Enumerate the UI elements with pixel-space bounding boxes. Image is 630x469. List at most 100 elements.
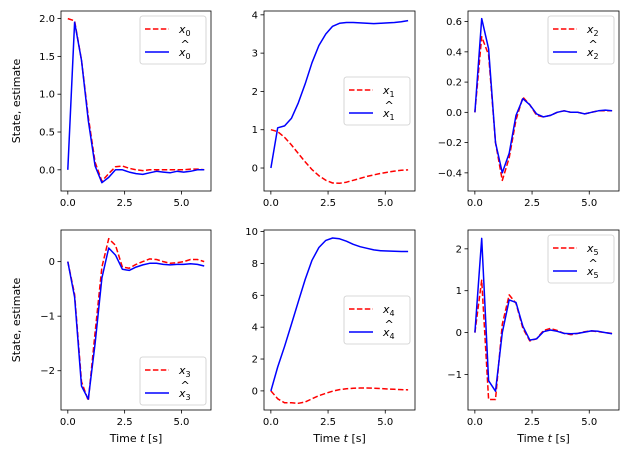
- subplot-1: 0.0 2.5 5.0 0 1 2 3 4 x1 x1^: [252, 10, 416, 209]
- y-tick-label: 0: [252, 164, 258, 175]
- legend-label: x2: [586, 23, 599, 38]
- series-line-0: [270, 128, 409, 185]
- y-tick-label: 1.0: [39, 90, 55, 101]
- legend-label: x5: [586, 265, 599, 280]
- y-tick-label: 0: [252, 386, 258, 397]
- series-line-1: [474, 237, 613, 392]
- legend-box: [343, 76, 411, 126]
- series-line-1: [67, 247, 205, 400]
- subplot-0: 0.0 2.5 5.0 0.0 0.5 1.0 1.5 2.0 State, estimate x…: [10, 10, 212, 209]
- x-tick-label: 2.5: [320, 417, 336, 428]
- y-tick-label: 0: [49, 257, 55, 268]
- x-axis-label: Time t [s]: [516, 432, 570, 445]
- legend-hat: ^: [589, 38, 598, 51]
- y-tick-label: 0: [456, 328, 462, 339]
- y-tick-label: 4: [252, 323, 258, 334]
- x-tick-label: 2.5: [117, 417, 133, 428]
- legend-label: x5: [586, 242, 599, 257]
- legend-label: x3: [178, 387, 191, 402]
- x-tick-label: 0.0: [263, 198, 279, 209]
- axes-frame: [60, 229, 212, 411]
- y-tick-label: 6: [252, 291, 258, 302]
- y-tick-label: 1: [456, 286, 462, 297]
- y-tick-label: 2: [456, 244, 462, 255]
- x-axis-label: Time t [s]: [109, 432, 163, 445]
- x-tick-label: 0.0: [263, 417, 279, 428]
- x-tick-label: 2.5: [524, 417, 540, 428]
- legend-label: x1: [382, 107, 395, 122]
- legend: x3 x3^: [139, 356, 207, 406]
- legend-hat: ^: [385, 99, 394, 112]
- y-tick-label: −0.2: [438, 138, 462, 149]
- x-tick-label: 0.0: [467, 198, 483, 209]
- y-tick-label: −1: [447, 370, 462, 381]
- legend: x5 x5^: [547, 234, 615, 284]
- x-tick-label: 2.5: [524, 198, 540, 209]
- legend-box: [139, 15, 207, 65]
- x-tick-label: 5.0: [377, 198, 393, 209]
- x-tick-label: 0.0: [467, 417, 483, 428]
- y-tick-label: 4: [252, 10, 258, 21]
- series-line-0: [67, 237, 205, 402]
- legend-label: x0: [178, 23, 191, 38]
- y-tick-label: 0.6: [446, 17, 462, 28]
- legend: x1 x1^: [343, 76, 411, 126]
- y-tick-label: 8: [252, 259, 258, 270]
- legend: x0 x0^: [139, 15, 207, 65]
- y-axis-label: State, estimate: [10, 59, 23, 144]
- x-tick-label: 5.0: [174, 198, 190, 209]
- legend: x2 x2^: [547, 15, 615, 65]
- x-tick-label: 5.0: [581, 417, 597, 428]
- legend-box: [139, 356, 207, 406]
- y-tick-label: 3: [252, 49, 258, 60]
- x-tick-label: 0.0: [60, 198, 76, 209]
- y-tick-label: 0.2: [446, 78, 462, 89]
- x-tick-label: 2.5: [117, 198, 133, 209]
- series-line-1: [67, 21, 205, 184]
- y-tick-label: 0.0: [446, 108, 462, 119]
- series-line-0: [270, 387, 409, 405]
- x-tick-label: 2.5: [320, 198, 336, 209]
- x-axis-label: Time t [s]: [312, 432, 366, 445]
- axes-frame: [467, 229, 620, 411]
- y-tick-label: 2: [252, 87, 258, 98]
- axes-frame: [467, 10, 620, 192]
- y-tick-label: 0.0: [39, 165, 55, 176]
- series-line-1: [474, 17, 613, 174]
- x-tick-label: 5.0: [174, 417, 190, 428]
- legend-label: x4: [382, 326, 395, 341]
- y-tick-label: 2.0: [39, 14, 55, 25]
- axes-frame: [263, 229, 416, 411]
- legend-label: x2: [586, 46, 599, 61]
- legend-hat: ^: [181, 379, 190, 392]
- y-tick-label: 0.5: [39, 128, 55, 139]
- y-tick-label: 10: [245, 227, 258, 238]
- legend-hat: ^: [385, 318, 394, 331]
- legend-hat: ^: [589, 257, 598, 270]
- subplot-2: 0.0 2.5 5.0 −0.4 −0.2 0.0 0.2 0.4 0.6 x2 x2^: [438, 10, 620, 209]
- y-tick-label: −0.4: [438, 168, 462, 179]
- y-tick-label: 0.4: [446, 47, 462, 58]
- legend: x4 x4^: [343, 295, 411, 345]
- y-tick-label: 1: [252, 125, 258, 136]
- axes-frame: [60, 10, 212, 192]
- subplot-4: 0.0 2.5 5.0 0 2 4 6 8 10 Time t [s] x4 x4^: [245, 227, 416, 445]
- subplot-5: 0.0 2.5 5.0 −1 0 1 2 Time t [s] x5 x5^: [447, 229, 620, 445]
- legend-box: [547, 15, 615, 65]
- legend-hat: ^: [181, 38, 190, 51]
- series-line-0: [474, 279, 613, 401]
- x-tick-label: 5.0: [377, 417, 393, 428]
- legend-box: [343, 295, 411, 345]
- x-tick-label: 5.0: [581, 198, 597, 209]
- series-line-1: [270, 19, 409, 169]
- legend-label: x3: [178, 364, 191, 379]
- y-tick-label: −1: [40, 312, 55, 323]
- legend-label: x0: [178, 46, 191, 61]
- y-tick-label: 2: [252, 355, 258, 366]
- x-tick-label: 0.0: [60, 417, 76, 428]
- series-line-1: [270, 237, 409, 392]
- legend-label: x4: [382, 303, 395, 318]
- legend-label: x1: [382, 84, 395, 99]
- subplot-3: 0.0 2.5 5.0 −2 −1 0 Time t [s] State, estimate x…: [10, 229, 212, 445]
